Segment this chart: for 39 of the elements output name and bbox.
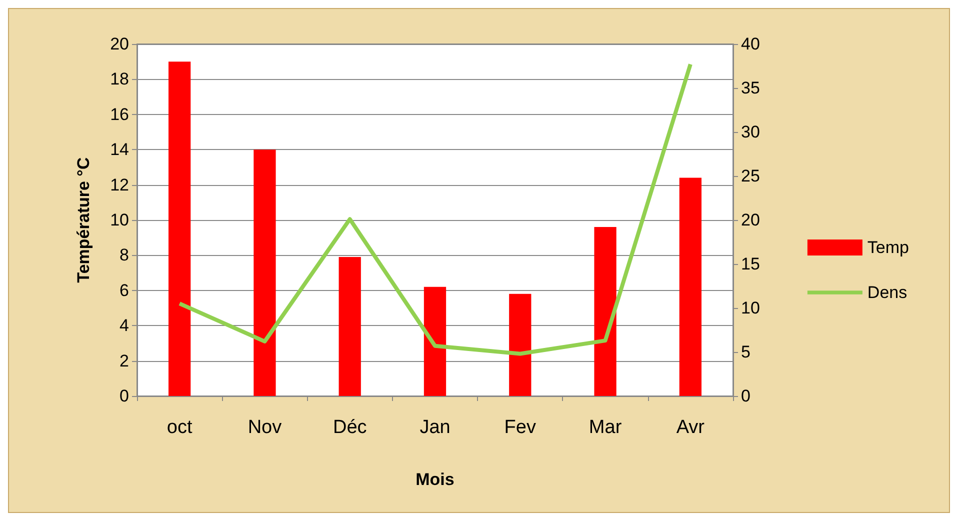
y2-tick-label: 15 (741, 254, 760, 274)
y2-tick-label: 25 (741, 166, 760, 186)
x-tick-label: Jan (420, 417, 450, 438)
y-tick-label: 6 (120, 280, 129, 300)
x-axis-title: Mois (416, 470, 454, 489)
y-tick-label: 10 (110, 210, 129, 230)
bar (338, 256, 361, 396)
y2-tick-label: 40 (741, 34, 760, 54)
x-tick-label: oct (166, 417, 193, 438)
line-series (178, 62, 692, 356)
y-tick-label: 0 (120, 386, 129, 406)
bar (594, 227, 616, 396)
y-tick-label: 16 (110, 104, 129, 124)
y2-tick-label: 35 (741, 78, 760, 98)
y2-tick-label: 5 (741, 342, 750, 362)
y-tick-label: 14 (110, 140, 129, 160)
y2-tick-label: 30 (741, 122, 760, 142)
y-tick-label: 4 (120, 316, 129, 336)
x-tick-label: Avr (676, 417, 706, 438)
y-axis-title: Température °C (74, 157, 93, 283)
y2-tick-label: 0 (741, 386, 750, 406)
y2-tick-label: 20 (741, 210, 760, 230)
y-tick-label: 18 (110, 70, 129, 89)
x-tick-label: Mar (588, 417, 622, 438)
bar (254, 150, 276, 396)
x-tick-label: Nov (248, 417, 282, 438)
y2-tick-label: 10 (741, 298, 760, 318)
legend-label: Temp (867, 238, 910, 257)
legend-label: Dens (867, 283, 908, 302)
y-tick-label: 8 (120, 246, 129, 265)
bar (424, 286, 446, 396)
bar (509, 294, 532, 396)
bar (168, 62, 191, 396)
x-tick-label: Déc (332, 417, 367, 438)
y-tick-label: 12 (110, 175, 129, 194)
bar (679, 178, 702, 396)
x-tick-label: Fev (504, 417, 536, 438)
y-tick-label: 20 (110, 34, 129, 54)
y-tick-label: 2 (120, 351, 129, 370)
